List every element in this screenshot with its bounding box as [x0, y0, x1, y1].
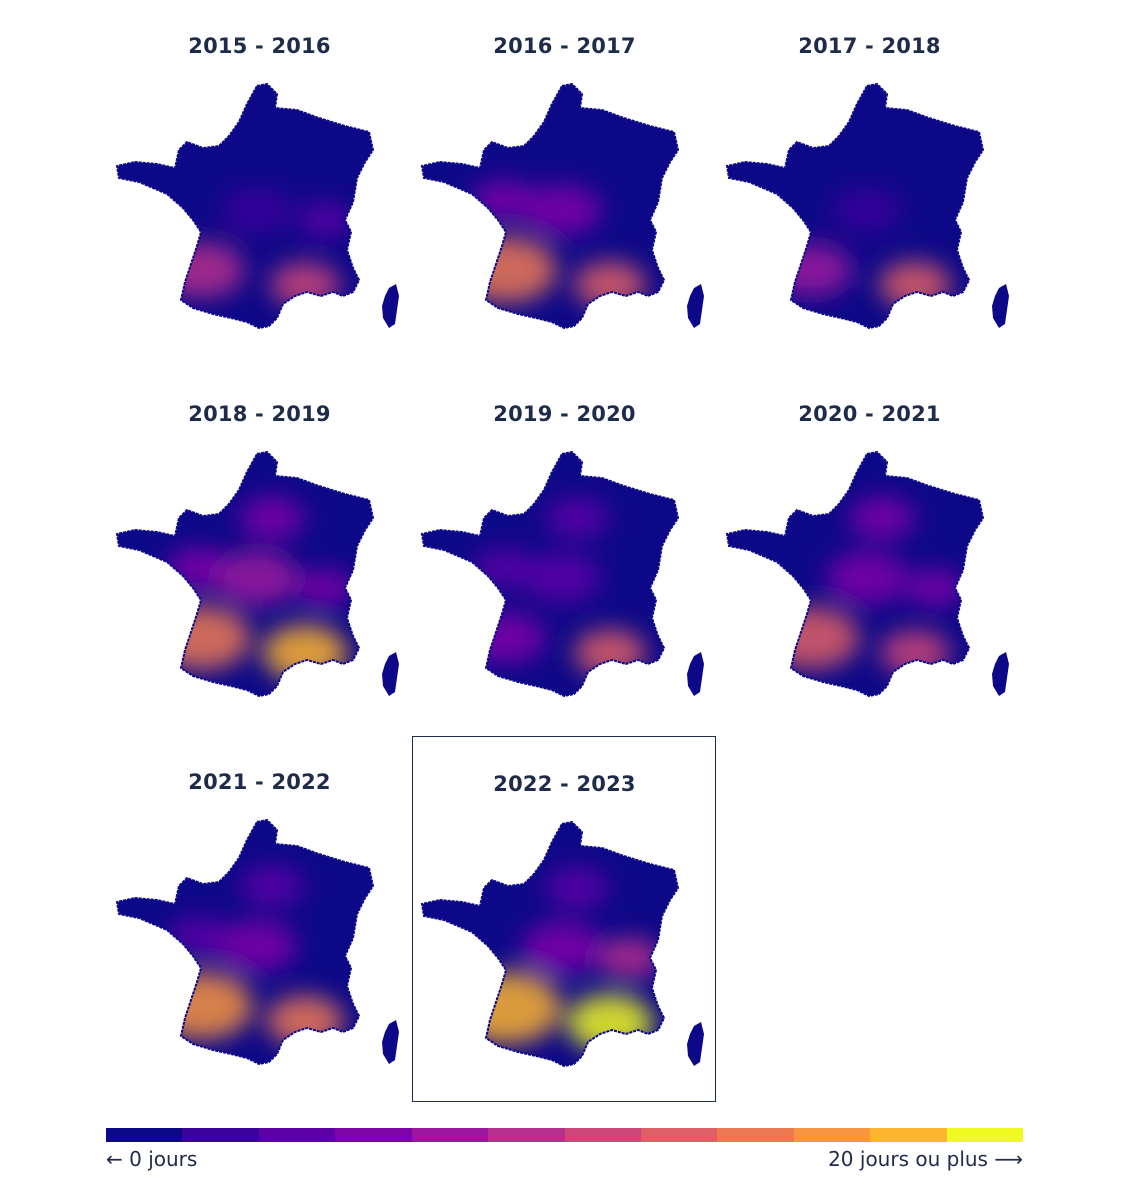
heat-spot — [262, 624, 348, 682]
corsica — [687, 284, 704, 328]
map-panel: 2019 - 2020 — [412, 368, 717, 733]
panel-title: 2015 - 2016 — [188, 34, 331, 58]
heat-spot — [457, 237, 557, 303]
legend-swatch — [564, 1128, 641, 1142]
heat-spot — [545, 497, 609, 539]
highlight-frame — [412, 736, 716, 1102]
heat-spot — [598, 937, 662, 979]
france-map — [420, 82, 704, 330]
heat-spot — [906, 569, 964, 607]
heat-spot — [849, 496, 915, 540]
heat-spot — [472, 179, 536, 221]
france-map — [115, 450, 399, 698]
map-panel: 2022 - 2023 — [412, 738, 717, 1103]
heat-layer — [764, 496, 964, 677]
heat-spot — [521, 921, 603, 975]
corsica — [382, 1020, 399, 1064]
heat-spot — [879, 629, 951, 677]
heat-spot — [159, 242, 245, 298]
france-map — [115, 818, 399, 1066]
coastline — [420, 820, 680, 1068]
heat-spot — [764, 606, 860, 670]
heat-spot — [467, 612, 547, 664]
corsica — [687, 1022, 704, 1066]
panel-title: 2019 - 2020 — [493, 402, 636, 426]
map-panel: 2017 - 2018 — [717, 0, 1022, 365]
heat-spot — [221, 186, 293, 234]
heat-spot — [832, 187, 902, 233]
map-panel: 2020 - 2021 — [717, 368, 1022, 733]
heat-spot — [269, 261, 341, 309]
heat-spot — [879, 261, 951, 309]
france-map — [725, 450, 1009, 698]
legend-swatch — [717, 1128, 794, 1142]
heat-spot — [297, 202, 353, 238]
corsica — [382, 284, 399, 328]
map-panel: 2016 - 2017 — [412, 0, 717, 365]
coastline — [420, 450, 680, 698]
panel-title: 2016 - 2017 — [493, 34, 636, 58]
legend-swatch — [335, 1128, 412, 1142]
map-panel: 2018 - 2019 — [107, 368, 412, 733]
legend-swatch — [258, 1128, 336, 1142]
france-map — [725, 82, 1009, 330]
legend-max-label: 20 jours ou plus ⟶ — [828, 1147, 1023, 1171]
legend-swatch — [411, 1128, 489, 1142]
heat-layer — [452, 866, 662, 1052]
panel-title: 2022 - 2023 — [493, 772, 636, 796]
panel-title: 2018 - 2019 — [188, 402, 331, 426]
corsica — [992, 284, 1009, 328]
heat-spot — [574, 629, 646, 677]
legend-swatch — [793, 1128, 871, 1142]
panel-title: 2021 - 2022 — [188, 770, 331, 794]
france-map — [420, 450, 704, 698]
map-panel: 2015 - 2016 — [107, 0, 412, 365]
legend-swatch — [182, 1128, 259, 1142]
heat-spot — [217, 920, 297, 972]
legend-swatch — [946, 1128, 1024, 1142]
heat-spot — [826, 551, 908, 605]
heat-spot — [544, 866, 610, 910]
panel-title: 2017 - 2018 — [798, 34, 941, 58]
heat-spot — [239, 496, 305, 540]
coastline — [115, 818, 375, 1066]
legend-swatch — [640, 1128, 718, 1142]
france-map — [115, 82, 399, 330]
heat-spot — [574, 261, 646, 309]
france-map — [420, 820, 704, 1068]
heat-spot — [153, 606, 251, 670]
heat-spot — [522, 184, 602, 236]
corsica — [382, 652, 399, 696]
panel-title: 2020 - 2021 — [798, 402, 941, 426]
corsica — [687, 652, 704, 696]
heat-spot — [240, 865, 304, 907]
heat-spot — [151, 972, 253, 1040]
coastline — [115, 82, 375, 330]
corsica — [992, 652, 1009, 696]
map-panel: 2021 - 2022 — [107, 736, 412, 1101]
coastline — [725, 82, 985, 330]
heat-spot — [771, 243, 853, 297]
heat-spot — [523, 552, 601, 604]
heat-spot — [473, 547, 535, 589]
heat-spot — [296, 569, 354, 607]
coastline — [115, 450, 375, 698]
color-scale-legend — [106, 1128, 1024, 1142]
coastline — [420, 82, 680, 330]
legend-swatch — [106, 1128, 183, 1142]
coastline — [725, 450, 985, 698]
legend-swatch — [488, 1128, 565, 1142]
legend-min-label: ← 0 jours — [106, 1147, 198, 1171]
heat-spot — [266, 995, 344, 1047]
heat-spot — [215, 550, 299, 606]
legend-swatch — [870, 1128, 947, 1142]
